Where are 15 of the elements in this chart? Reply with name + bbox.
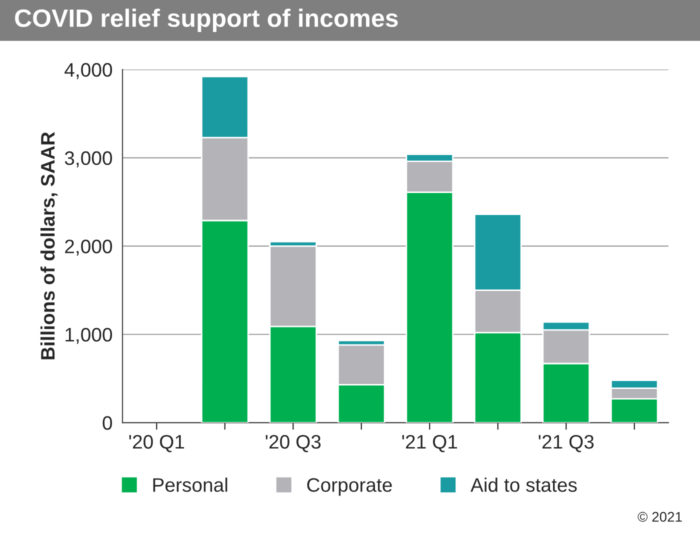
x-tick-label: '20 Q3 bbox=[266, 434, 321, 452]
legend-label: Personal bbox=[153, 478, 228, 492]
y-axis-title: Billions of dollars, SAAR bbox=[40, 132, 58, 360]
legend-label: Corporate bbox=[307, 478, 392, 496]
y-tick-label: 1,000 bbox=[66, 328, 112, 344]
x-tick-label: '20 Q1 bbox=[129, 434, 184, 452]
x-tick-label: '21 Q3 bbox=[538, 434, 594, 452]
text: © 2021 bbox=[638, 512, 682, 522]
x-tick-label: '21 Q1 bbox=[402, 434, 458, 452]
legend-label: Aid to states bbox=[470, 478, 577, 492]
chart-title: COVID relief support of incomes bbox=[15, 8, 398, 32]
y-tick-label: 3,000 bbox=[64, 151, 112, 168]
y-tick-label: 4,000 bbox=[64, 63, 112, 80]
y-tick-label: 2,000 bbox=[65, 240, 112, 256]
y-tick-label: 0 bbox=[102, 416, 112, 430]
